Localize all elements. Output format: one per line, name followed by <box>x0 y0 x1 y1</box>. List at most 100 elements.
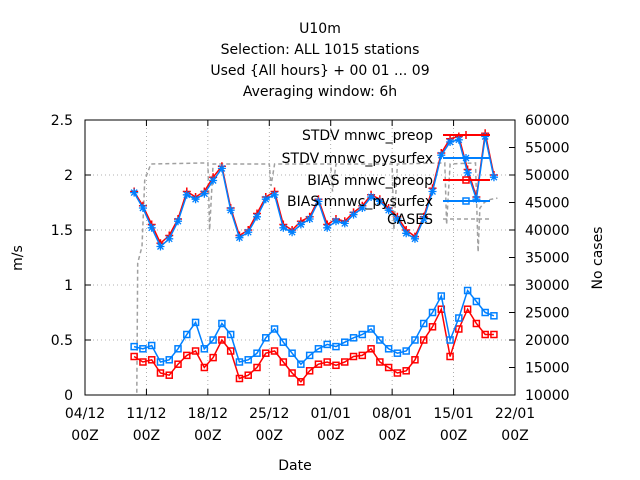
x-tick-label-time: 00Z <box>317 428 344 444</box>
data-point-star <box>191 195 200 204</box>
data-point-star <box>489 173 498 182</box>
data-point-star <box>244 228 253 237</box>
data-point-square <box>384 345 393 353</box>
data-point-square <box>244 356 252 364</box>
data-point-square <box>235 374 244 383</box>
data-point-square <box>253 363 261 372</box>
data-point-square <box>200 363 209 372</box>
data-point-square <box>297 378 305 386</box>
x-tick-label-time: 00Z <box>71 428 98 444</box>
data-point-star <box>147 223 156 232</box>
data-point-star <box>358 204 367 212</box>
data-point-square <box>253 349 261 357</box>
data-point-square <box>393 349 402 357</box>
data-point-square <box>419 336 428 344</box>
y-tick-label: 1.5 <box>51 223 73 239</box>
data-point-star <box>402 229 411 238</box>
data-point-star <box>174 217 183 226</box>
y2-tick-label: 30000 <box>525 278 570 294</box>
data-point-star <box>462 154 470 162</box>
data-point-square <box>262 349 270 357</box>
data-point-square <box>156 369 165 377</box>
data-point-square <box>209 336 217 344</box>
data-point-square <box>490 312 498 320</box>
legend-entry-label: CASES <box>387 212 433 228</box>
data-point-square <box>305 351 314 360</box>
data-point-square <box>165 371 173 379</box>
data-point-star <box>419 215 428 223</box>
data-point-square <box>323 358 331 366</box>
data-point-square <box>288 349 296 357</box>
data-point-square <box>226 347 235 355</box>
series-bias-mnwc-pysurfex <box>130 286 498 368</box>
data-point-square <box>183 351 191 360</box>
data-point-star <box>296 220 305 229</box>
y2-axis-label: No cases <box>590 227 606 290</box>
data-point-star <box>138 204 147 212</box>
y2-tick-label: 40000 <box>525 223 570 239</box>
data-point-square <box>349 334 358 342</box>
data-point-star <box>209 176 218 185</box>
data-point-square <box>156 358 165 366</box>
data-point-square <box>218 336 226 344</box>
data-point-square <box>481 308 489 317</box>
data-point-square <box>323 340 331 349</box>
data-point-square <box>183 330 191 339</box>
data-point-star <box>472 195 481 204</box>
data-point-square <box>165 356 173 364</box>
x-axis-label: Date <box>278 458 311 474</box>
y-tick-label: 0.5 <box>51 333 73 349</box>
data-point-star <box>393 215 402 223</box>
x-tick-label: 25/12 <box>249 406 289 422</box>
data-point-square <box>314 345 323 353</box>
data-point-square <box>428 308 437 317</box>
chart-title-line-1: U10m <box>299 21 341 37</box>
legend-entry-label: STDV mnwc_preop <box>302 128 433 144</box>
data-point-square <box>279 338 288 346</box>
data-point-square <box>376 336 384 344</box>
data-point-square <box>367 345 375 353</box>
data-point-square <box>270 347 279 355</box>
x-tick-label-time: 00Z <box>501 428 528 444</box>
data-point-star <box>437 151 446 160</box>
data-point-star <box>130 188 139 197</box>
data-point-star <box>182 190 191 199</box>
data-point-star <box>384 206 393 215</box>
x-tick-label-time: 00Z <box>133 428 160 444</box>
series-layer <box>130 129 498 386</box>
data-point-square <box>402 347 410 355</box>
data-point-star <box>253 212 261 221</box>
data-point-star <box>446 138 455 146</box>
data-point-star <box>305 215 314 223</box>
cases-layer <box>136 162 498 393</box>
data-point-square <box>139 358 147 366</box>
legend: STDV mnwc_preop STDV mnwc_pysurfex BIAS mn… <box>282 128 490 228</box>
y2-tick-label: 10000 <box>525 388 570 404</box>
data-point-square <box>341 338 349 346</box>
data-point-square <box>244 371 252 379</box>
data-point-star <box>463 168 472 177</box>
data-point-star <box>156 242 165 251</box>
x-tick-label: 22/01 <box>495 406 535 422</box>
data-point-square <box>218 319 226 328</box>
data-point-square <box>402 367 410 375</box>
chart-title-line-2: Selection: ALL 1015 stations <box>221 42 420 58</box>
data-point-square <box>262 334 270 342</box>
data-point-square <box>174 360 182 368</box>
data-point-square <box>130 352 138 361</box>
x-tick-label-time: 00Z <box>378 428 405 444</box>
data-point-plus <box>462 131 470 139</box>
series-line-cases <box>136 162 498 393</box>
data-point-star <box>331 217 340 226</box>
y-tick-label: 1 <box>64 278 73 294</box>
data-point-star <box>340 219 349 228</box>
data-point-square <box>384 363 393 372</box>
data-point-square <box>305 367 314 375</box>
data-point-square <box>462 197 470 205</box>
y2-tick-label: 35000 <box>525 251 570 267</box>
legend-entry-label: BIAS mnwc_preop <box>307 173 433 189</box>
data-point-square <box>472 297 481 306</box>
data-point-square <box>226 330 235 339</box>
